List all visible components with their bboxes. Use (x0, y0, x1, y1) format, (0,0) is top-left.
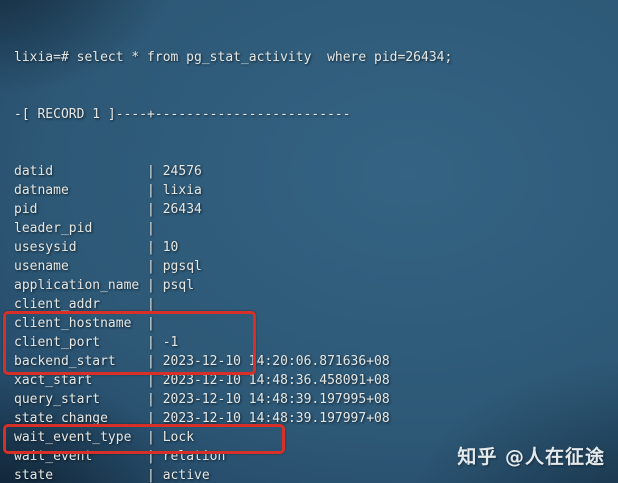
pipe-separator: | (139, 202, 163, 217)
table-row: client_addr | (14, 295, 452, 314)
column-value: relation (162, 449, 226, 464)
table-row: usesysid | 10 (14, 238, 452, 257)
pipe-separator: | (139, 164, 163, 179)
pipe-separator: | (139, 335, 163, 350)
pipe-separator: | (139, 316, 163, 331)
column-name: client_port (14, 335, 140, 350)
column-value: -1 (162, 335, 179, 350)
column-value: pgsql (162, 259, 202, 274)
pipe-separator: | (139, 468, 163, 483)
pipe-separator: | (139, 430, 163, 445)
column-value: active (162, 468, 210, 483)
table-row: pid | 26434 (14, 200, 452, 219)
table-row: application_name | psql (14, 276, 452, 295)
column-value: Lock (162, 430, 195, 445)
column-value: psql (162, 278, 195, 293)
column-name: query_start (14, 392, 140, 407)
pipe-separator: | (139, 221, 163, 236)
column-value: 10 (162, 240, 179, 255)
pipe-separator: | (139, 240, 163, 255)
table-row: wait_event | relation (14, 447, 452, 466)
table-row: leader_pid | (14, 219, 452, 238)
column-value: 2023-12-10 14:20:06.871636+08 (162, 354, 390, 369)
column-name: datid (14, 164, 140, 179)
column-value: 24576 (162, 164, 202, 179)
table-row: client_port | -1 (14, 333, 452, 352)
column-value: 2023-12-10 14:48:39.197997+08 (162, 411, 390, 426)
pipe-separator: | (139, 259, 163, 274)
column-name: state_change (14, 411, 140, 426)
table-row: client_hostname | (14, 314, 452, 333)
pipe-separator: | (139, 278, 163, 293)
pipe-separator: | (139, 392, 163, 407)
column-name: client_addr (14, 297, 140, 312)
column-value: 2023-12-10 14:48:36.458091+08 (162, 373, 390, 388)
psql-session: lixia=# select * from pg_stat_activity w… (14, 10, 452, 483)
table-row: datid | 24576 (14, 162, 452, 181)
column-name: backend_start (14, 354, 140, 369)
column-name: client_hostname (14, 316, 140, 331)
pipe-separator: | (139, 449, 163, 464)
column-name: pid (14, 202, 140, 217)
column-name: wait_event (14, 449, 140, 464)
column-name: usename (14, 259, 140, 274)
prompt-command-line: lixia=# select * from pg_stat_activity w… (14, 50, 453, 65)
column-name: usesysid (14, 240, 140, 255)
column-name: wait_event_type (14, 430, 140, 445)
pipe-separator: | (139, 373, 163, 388)
column-value: 2023-12-10 14:48:39.197995+08 (162, 392, 390, 407)
pipe-separator: | (139, 297, 163, 312)
column-value: 26434 (162, 202, 202, 217)
record-header-line: -[ RECORD 1 ]----+----------------------… (14, 107, 351, 122)
table-row: wait_event_type | Lock (14, 428, 452, 447)
table-row: state | active (14, 466, 452, 483)
column-value: lixia (162, 183, 202, 198)
column-name: leader_pid (14, 221, 140, 236)
table-row: datname | lixia (14, 181, 452, 200)
table-row: state_change | 2023-12-10 14:48:39.19799… (14, 409, 452, 428)
column-name: datname (14, 183, 140, 198)
column-name: application_name (14, 278, 140, 293)
column-name: xact_start (14, 373, 140, 388)
pipe-separator: | (139, 411, 163, 426)
table-row: usename | pgsql (14, 257, 452, 276)
watermark: 知乎 @人在征途 (457, 446, 605, 468)
table-row: query_start | 2023-12-10 14:48:39.197995… (14, 390, 452, 409)
table-row: xact_start | 2023-12-10 14:48:36.458091+… (14, 371, 452, 390)
record-rows: datid | 24576 datname | lixia pid | 26434 l… (14, 162, 452, 483)
table-row: backend_start | 2023-12-10 14:20:06.8716… (14, 352, 452, 371)
column-name: state (14, 468, 140, 483)
pipe-separator: | (139, 354, 163, 369)
pipe-separator: | (139, 183, 163, 198)
